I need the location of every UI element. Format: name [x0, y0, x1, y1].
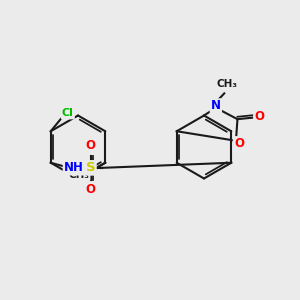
Text: Cl: Cl: [62, 108, 74, 118]
Text: O: O: [234, 137, 244, 150]
Text: N: N: [211, 100, 221, 112]
Text: O: O: [85, 140, 96, 152]
Text: CH₃: CH₃: [217, 79, 238, 89]
Text: S: S: [86, 161, 95, 174]
Text: O: O: [254, 110, 264, 123]
Text: CH₃: CH₃: [68, 170, 89, 180]
Text: O: O: [85, 183, 96, 196]
Text: NH: NH: [64, 161, 84, 174]
